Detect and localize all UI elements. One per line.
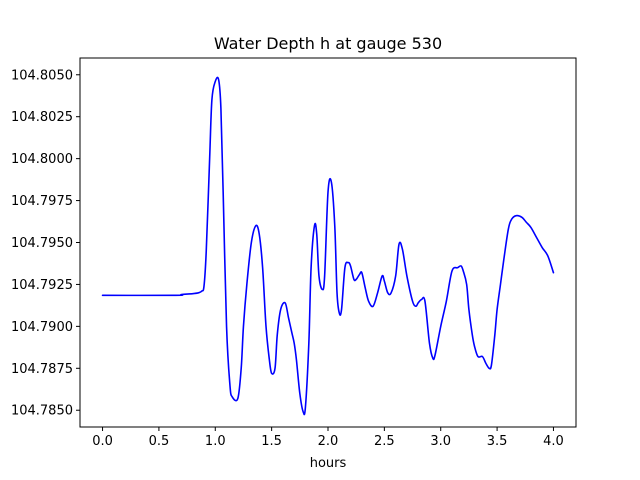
plot-frame: [79, 57, 577, 428]
x-tick-label: 2.5: [374, 434, 395, 449]
y-tick-label: 104.8050: [11, 68, 73, 83]
y-tick-label: 104.7900: [11, 320, 73, 335]
x-axis-label: hours: [310, 456, 347, 471]
x-tick-label: 3.0: [430, 434, 451, 449]
y-tick-label: 104.7975: [11, 194, 73, 209]
x-tick-label: 1.0: [205, 434, 226, 449]
y-tick-label: 104.7850: [11, 404, 73, 419]
x-tick-label: 0.0: [92, 434, 113, 449]
x-tick-label: 4.0: [543, 434, 564, 449]
y-tick-label: 104.7950: [11, 236, 73, 251]
y-axis: 104.7850 104.7875 104.7900 104.7925 104.7950…: [11, 68, 80, 419]
y-tick-label: 104.7925: [11, 278, 73, 293]
x-tick-label: 2.0: [318, 434, 339, 449]
chart-title: Water Depth h at gauge 530: [214, 34, 442, 53]
x-axis: 0.0 0.5 1.0 1.5 2.0 2.5 3.0 3.5 4.0: [92, 427, 564, 449]
x-tick-label: 0.5: [149, 434, 170, 449]
x-tick-label: 3.5: [487, 434, 508, 449]
y-tick-label: 104.8000: [11, 152, 73, 167]
y-tick-label: 104.7875: [11, 362, 73, 377]
y-tick-label: 104.8025: [11, 110, 73, 125]
series-line: [101, 76, 555, 416]
x-tick-label: 1.5: [261, 434, 282, 449]
